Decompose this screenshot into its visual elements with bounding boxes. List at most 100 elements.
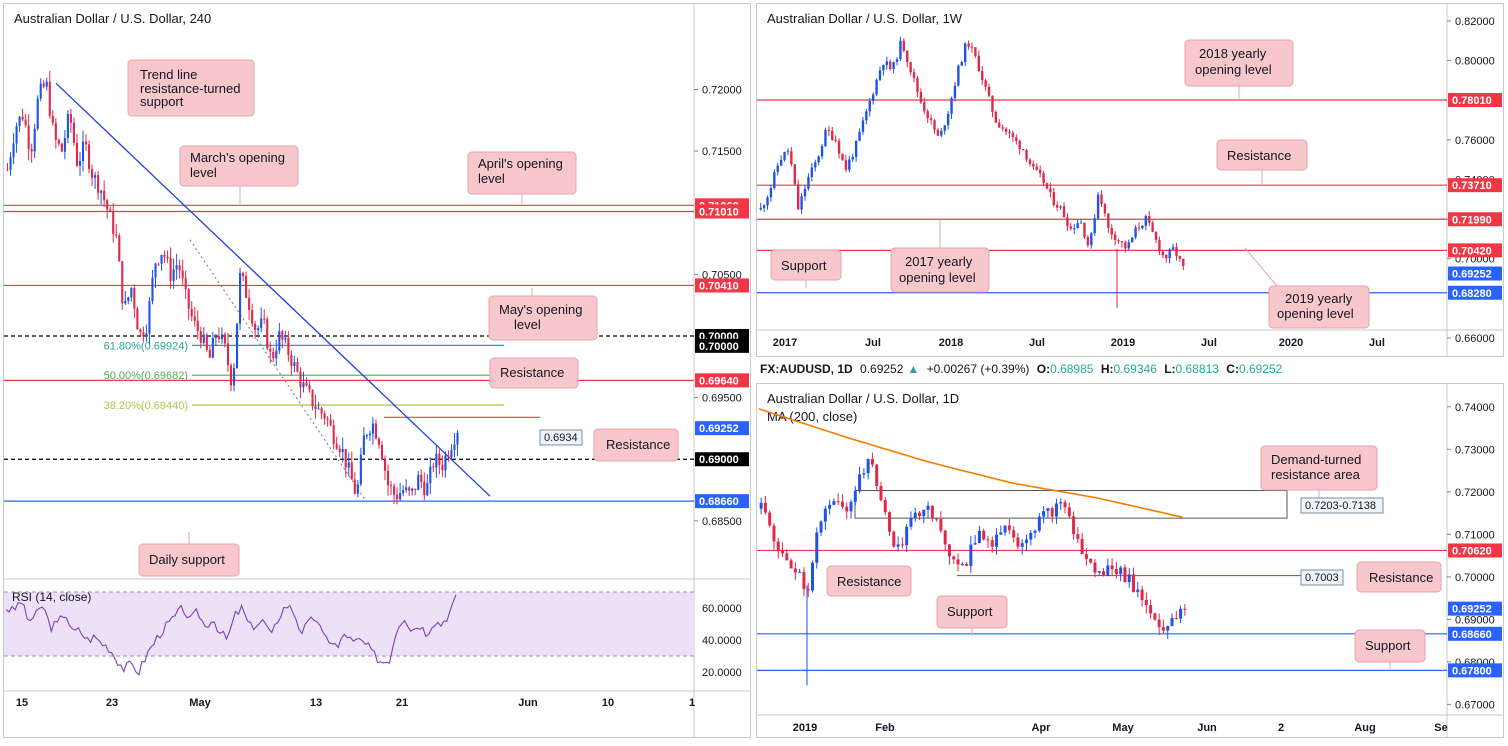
h4-candle bbox=[97, 175, 100, 193]
h4-candle bbox=[356, 484, 359, 494]
svg-text:resistance-turned: resistance-turned bbox=[140, 81, 240, 96]
h4-candle bbox=[405, 487, 408, 491]
daily-y-tick: 0.74000 bbox=[1455, 402, 1495, 414]
daily-candle bbox=[1084, 554, 1088, 559]
h4-candle bbox=[408, 487, 411, 491]
daily-layer: 0.74000 0.73000 0.72000 0.71000 0.70000 0.690… bbox=[757, 402, 1502, 734]
weekly-candle bbox=[814, 162, 817, 168]
h4-candle bbox=[124, 300, 127, 304]
weekly-candle bbox=[1073, 228, 1076, 230]
svg-text:opening level: opening level bbox=[1195, 62, 1272, 77]
daily-candle bbox=[875, 464, 879, 487]
h4-candle bbox=[266, 318, 269, 349]
h4-candle bbox=[63, 138, 66, 152]
h4-candle bbox=[87, 144, 91, 170]
annotation-weekly-support: Support bbox=[770, 249, 842, 288]
h4-candle bbox=[139, 329, 142, 333]
h4-candle bbox=[91, 169, 94, 178]
daily-chart[interactable]: Australian Dollar / U.S. Dollar, 1D MA (… bbox=[757, 384, 1503, 737]
info-close: 0.69252 bbox=[1238, 362, 1283, 376]
weekly-candle bbox=[1035, 166, 1038, 170]
svg-text:Resistance: Resistance bbox=[606, 437, 670, 452]
daily-chart-panel[interactable]: Australian Dollar / U.S. Dollar, 1D MA (… bbox=[756, 383, 1504, 738]
h4-price-tag-label: 0.69000 bbox=[699, 454, 739, 466]
weekly-candle bbox=[1117, 240, 1120, 242]
daily-price-tag bbox=[1448, 663, 1502, 678]
h4-candle bbox=[145, 333, 148, 337]
weekly-candle bbox=[926, 111, 929, 119]
h4-candle bbox=[396, 494, 399, 500]
weekly-candle bbox=[892, 61, 895, 70]
weekly-candle bbox=[762, 205, 766, 208]
h4-candle bbox=[202, 334, 205, 343]
info-price: 0.69252 bbox=[860, 362, 904, 376]
h4-candle bbox=[278, 331, 281, 351]
weekly-chart[interactable]: Australian Dollar / U.S. Dollar, 1W 0.82… bbox=[757, 4, 1503, 356]
daily-info-bar: FX:AUDUSD, 1D 0.69252 ▲ +0.00267 (+0.39%)… bbox=[760, 362, 1500, 382]
daily-candle bbox=[1153, 613, 1157, 620]
h4-chart[interactable]: Australian Dollar / U.S. Dollar, 240 61.… bbox=[4, 4, 750, 737]
svg-text:level: level bbox=[478, 171, 505, 186]
h4-candle bbox=[27, 125, 30, 149]
daily-y-tick: 0.70000 bbox=[1455, 572, 1495, 584]
daily-candle bbox=[913, 512, 917, 518]
annotation-demand-area: Demand-turned resistance area bbox=[1260, 445, 1378, 498]
svg-text:Support: Support bbox=[947, 604, 993, 619]
h4-candle bbox=[335, 443, 338, 449]
svg-text:Trend line: Trend line bbox=[140, 67, 197, 82]
h4-layer: 61.80%(0.69924) 50.00%(0.69682) 38.20%(0.6… bbox=[4, 70, 749, 709]
weekly-candle bbox=[1110, 227, 1113, 235]
daily-candle bbox=[1067, 507, 1071, 517]
h4-candle bbox=[323, 413, 326, 419]
svg-text:2019 yearly: 2019 yearly bbox=[1285, 291, 1353, 306]
svg-text:Resistance: Resistance bbox=[1369, 570, 1433, 585]
svg-text:2017 yearly: 2017 yearly bbox=[905, 254, 973, 269]
h4-y-tick: 0.72000 bbox=[702, 84, 742, 96]
info-o-label: O: bbox=[1036, 362, 1051, 376]
weekly-candle bbox=[1090, 233, 1093, 246]
weekly-candle bbox=[1168, 249, 1171, 259]
weekly-candle bbox=[991, 95, 994, 112]
weekly-candle bbox=[1008, 131, 1011, 133]
daily-candle bbox=[943, 530, 947, 545]
h4-candle bbox=[69, 113, 72, 123]
h4-candle bbox=[181, 270, 184, 279]
weekly-candle bbox=[882, 65, 885, 71]
h4-candle bbox=[338, 448, 341, 452]
h4-x-tick: 21 bbox=[396, 697, 408, 709]
h4-candle bbox=[251, 309, 254, 324]
weekly-candle bbox=[1127, 242, 1130, 249]
h4-candle bbox=[447, 455, 450, 458]
daily-candle bbox=[900, 544, 904, 546]
weekly-candle bbox=[1028, 159, 1032, 164]
weekly-candle bbox=[779, 159, 783, 166]
h4-candle bbox=[444, 455, 447, 471]
weekly-candle bbox=[923, 102, 926, 112]
weekly-candle bbox=[1096, 194, 1100, 219]
daily-candle bbox=[999, 532, 1003, 535]
h4-title: Australian Dollar / U.S. Dollar, 240 bbox=[14, 11, 211, 26]
h4-candle bbox=[432, 466, 435, 468]
weekly-candle bbox=[919, 91, 923, 103]
h4-candle bbox=[199, 331, 202, 343]
h4-candle bbox=[184, 278, 187, 290]
annotation-daily-support: Daily support bbox=[138, 532, 240, 577]
weekly-candle bbox=[1045, 183, 1049, 189]
daily-candle bbox=[1161, 627, 1165, 631]
h4-candle bbox=[235, 323, 239, 369]
weekly-layer: 0.820000.800000.760000.740000.720000.700… bbox=[757, 16, 1502, 349]
daily-candle bbox=[1170, 618, 1174, 626]
weekly-candle bbox=[1059, 206, 1062, 208]
weekly-candle bbox=[1011, 132, 1015, 138]
h4-chart-panel[interactable]: Australian Dollar / U.S. Dollar, 240 61.… bbox=[3, 3, 751, 738]
weekly-candle bbox=[1083, 222, 1086, 238]
h4-candle bbox=[9, 157, 12, 170]
weekly-x-tick: Jul bbox=[1201, 337, 1217, 349]
h4-candle bbox=[169, 258, 172, 281]
h4-candle bbox=[380, 444, 384, 460]
h4-candle bbox=[377, 438, 381, 445]
daily-candle bbox=[1174, 618, 1178, 620]
h4-candle bbox=[426, 483, 429, 496]
weekly-x-tick: Jul bbox=[1029, 337, 1045, 349]
weekly-chart-panel[interactable]: Australian Dollar / U.S. Dollar, 1W 0.82… bbox=[756, 3, 1504, 357]
